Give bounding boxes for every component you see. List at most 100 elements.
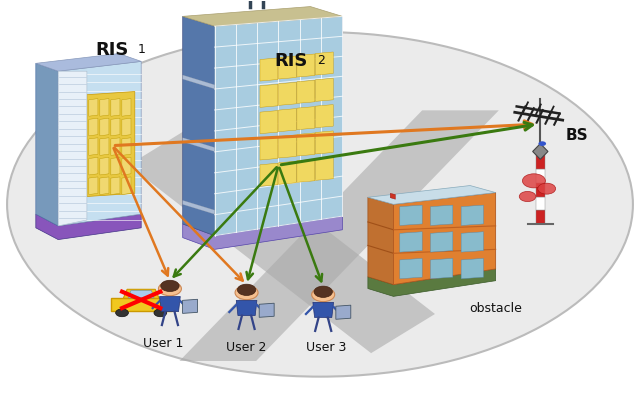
Circle shape xyxy=(312,288,335,302)
Polygon shape xyxy=(122,118,131,136)
Polygon shape xyxy=(122,99,131,116)
Polygon shape xyxy=(316,157,333,180)
Polygon shape xyxy=(100,177,109,195)
Circle shape xyxy=(519,191,536,202)
Polygon shape xyxy=(159,296,180,312)
Polygon shape xyxy=(89,118,98,136)
Polygon shape xyxy=(461,258,483,279)
Polygon shape xyxy=(111,157,120,175)
Polygon shape xyxy=(179,110,499,361)
Circle shape xyxy=(314,286,332,298)
Polygon shape xyxy=(336,305,351,319)
Polygon shape xyxy=(100,157,109,175)
Polygon shape xyxy=(100,138,109,155)
Polygon shape xyxy=(368,197,394,285)
Polygon shape xyxy=(536,183,545,196)
Circle shape xyxy=(235,286,258,300)
Polygon shape xyxy=(368,269,495,296)
Polygon shape xyxy=(390,193,396,199)
Polygon shape xyxy=(431,258,453,279)
Polygon shape xyxy=(278,135,296,158)
Polygon shape xyxy=(297,80,315,103)
Polygon shape xyxy=(36,63,58,226)
Polygon shape xyxy=(129,290,154,298)
Polygon shape xyxy=(36,214,141,240)
Ellipse shape xyxy=(7,32,633,376)
Text: BS: BS xyxy=(566,128,589,143)
Polygon shape xyxy=(214,17,342,236)
Polygon shape xyxy=(536,210,545,224)
Text: RIS: RIS xyxy=(275,52,308,70)
Polygon shape xyxy=(182,200,214,214)
Text: User 2: User 2 xyxy=(227,341,267,354)
Polygon shape xyxy=(259,303,274,317)
Polygon shape xyxy=(297,133,315,156)
Polygon shape xyxy=(236,300,257,316)
Polygon shape xyxy=(260,58,278,81)
Polygon shape xyxy=(536,169,545,183)
Polygon shape xyxy=(536,196,545,210)
Polygon shape xyxy=(111,298,172,311)
Text: RIS: RIS xyxy=(96,40,129,59)
Polygon shape xyxy=(122,157,131,175)
Text: 2: 2 xyxy=(317,54,324,67)
Text: User 1: User 1 xyxy=(143,337,184,350)
Polygon shape xyxy=(260,163,278,186)
Text: 1: 1 xyxy=(138,42,146,55)
Circle shape xyxy=(116,309,129,317)
Circle shape xyxy=(159,282,181,296)
Polygon shape xyxy=(431,205,453,226)
Polygon shape xyxy=(316,52,333,75)
Polygon shape xyxy=(536,155,545,169)
Polygon shape xyxy=(260,137,278,160)
Polygon shape xyxy=(182,138,214,151)
Circle shape xyxy=(538,183,556,194)
Polygon shape xyxy=(111,138,120,155)
Polygon shape xyxy=(58,61,141,226)
Polygon shape xyxy=(87,92,135,196)
Polygon shape xyxy=(316,131,333,154)
Polygon shape xyxy=(461,232,483,252)
Polygon shape xyxy=(122,138,131,155)
Polygon shape xyxy=(182,17,214,236)
Polygon shape xyxy=(129,126,435,353)
Polygon shape xyxy=(400,232,422,252)
Circle shape xyxy=(538,141,546,146)
Polygon shape xyxy=(182,216,342,250)
Polygon shape xyxy=(278,108,296,132)
Polygon shape xyxy=(260,110,278,134)
Polygon shape xyxy=(111,99,120,116)
Polygon shape xyxy=(368,185,495,204)
Polygon shape xyxy=(532,143,548,159)
Polygon shape xyxy=(297,107,315,130)
Polygon shape xyxy=(313,302,333,318)
Polygon shape xyxy=(316,78,333,101)
Polygon shape xyxy=(278,56,296,79)
Polygon shape xyxy=(278,161,296,184)
Text: obstacle: obstacle xyxy=(469,301,522,315)
Text: User 3: User 3 xyxy=(306,341,347,354)
Polygon shape xyxy=(100,118,109,136)
Polygon shape xyxy=(182,299,198,313)
Polygon shape xyxy=(394,193,495,285)
Polygon shape xyxy=(89,138,98,155)
Polygon shape xyxy=(89,157,98,175)
Polygon shape xyxy=(400,205,422,226)
Polygon shape xyxy=(122,177,131,195)
Polygon shape xyxy=(400,258,422,279)
Polygon shape xyxy=(316,105,333,128)
Polygon shape xyxy=(124,289,159,298)
Polygon shape xyxy=(100,99,109,116)
Polygon shape xyxy=(297,159,315,182)
Circle shape xyxy=(161,280,179,292)
Polygon shape xyxy=(278,82,296,105)
Polygon shape xyxy=(431,232,453,252)
Circle shape xyxy=(237,284,256,296)
Polygon shape xyxy=(89,99,98,116)
Circle shape xyxy=(154,309,167,317)
Circle shape xyxy=(522,174,545,188)
Polygon shape xyxy=(182,75,214,89)
Polygon shape xyxy=(111,177,120,195)
Polygon shape xyxy=(36,53,141,71)
Polygon shape xyxy=(111,118,120,136)
